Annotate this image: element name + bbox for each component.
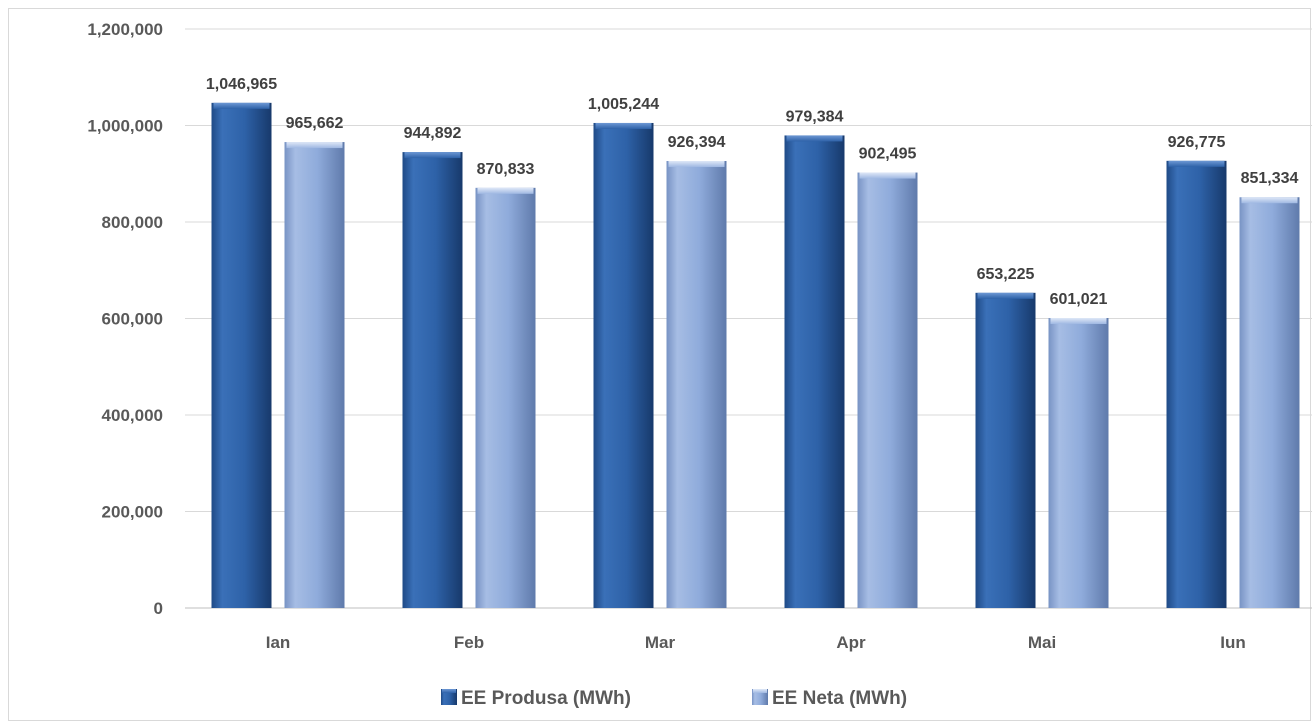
gridlines [185,28,1312,609]
data-label: 1,005,244 [588,96,659,113]
data-label: 653,225 [977,266,1035,283]
y-tick-label: 1,200,000 [87,20,163,39]
data-label: 926,394 [668,134,726,151]
x-tick-label: Apr [836,633,866,652]
x-tick-label: Mar [645,633,676,652]
data-label: 601,021 [1050,291,1108,308]
legend-swatch-bevel [753,689,767,693]
x-axis: Ian Feb Mar Apr Mai Iun [266,633,1246,652]
bar-body [475,187,536,609]
bar-body [1048,318,1109,608]
bar-bevel [859,172,916,179]
bar-body [857,172,918,609]
bar-bevel [786,135,843,142]
bars [211,102,1300,609]
legend-label: EE Produsa (MWh) [461,688,631,709]
data-label: 926,775 [1168,134,1226,151]
bar-body [211,102,272,608]
bar-body [402,152,463,609]
legend-label: EE Neta (MWh) [772,688,907,709]
y-tick-label: 200,000 [102,503,163,522]
data-label: 944,892 [404,125,462,142]
bar-body [284,142,345,608]
bar-bevel [286,142,343,149]
y-tick-label: 400,000 [102,406,163,425]
bar-body [593,122,654,608]
bar-body [975,292,1036,608]
bar-mar-series-0 [593,122,654,608]
bar-feb-series-0 [402,152,463,609]
bar-body [1166,160,1227,609]
bar-body [1239,197,1300,609]
bar-bevel [668,161,725,168]
data-label: 1,046,965 [206,76,277,93]
bar-iun-series-0 [1166,160,1227,609]
data-label: 870,833 [477,161,535,178]
y-axis: 0 200,000 400,000 600,000 800,000 1,000,000 1,… [87,20,163,618]
bar-bevel [1050,318,1107,325]
x-tick-label: Iun [1220,633,1246,652]
bar-body [666,161,727,608]
bar-bevel [404,152,461,159]
data-label: 851,334 [1241,170,1299,187]
legend-item: EE Neta (MWh) [752,688,907,709]
data-label: 902,495 [859,146,917,163]
bar-mai-series-1 [1048,318,1109,608]
data-label: 979,384 [786,108,844,125]
x-tick-label: Ian [266,633,291,652]
bar-ian-series-1 [284,142,345,608]
bar-apr-series-0 [784,135,845,609]
y-tick-label: 800,000 [102,213,163,232]
y-tick-label: 0 [154,599,163,618]
bar-bevel [213,102,270,109]
bar-bevel [977,292,1034,299]
data-label: 965,662 [286,115,344,132]
legend-swatch-bevel [442,689,456,693]
bar-iun-series-1 [1239,197,1300,609]
x-tick-label: Mai [1028,633,1056,652]
bar-body [784,135,845,609]
bar-mar-series-1 [666,161,727,608]
legend: EE Produsa (MWh) EE Neta (MWh) [441,688,907,709]
bar-bevel [477,187,534,194]
bar-feb-series-1 [475,187,536,609]
legend-item: EE Produsa (MWh) [441,688,631,709]
bar-bevel [1241,197,1298,204]
data-labels: 1,046,965 965,662 944,892 870,833 1,005,244 9… [206,76,1299,308]
bar-bevel [1168,160,1225,167]
x-tick-label: Feb [454,633,484,652]
y-tick-label: 600,000 [102,310,163,329]
bar-ian-series-0 [211,102,272,608]
bar-apr-series-1 [857,172,918,609]
y-tick-label: 1,000,000 [87,117,163,136]
bar-mai-series-0 [975,292,1036,608]
bar-bevel [595,122,652,129]
